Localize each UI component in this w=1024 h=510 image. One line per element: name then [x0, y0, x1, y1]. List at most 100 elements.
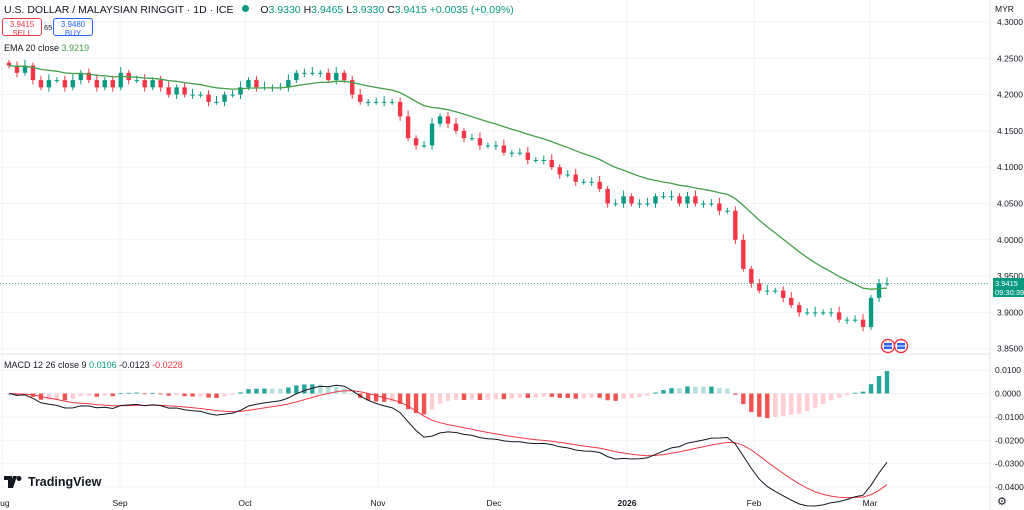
currency-label[interactable]: MYR	[995, 4, 1014, 14]
candle-body	[405, 116, 411, 139]
candle-body	[445, 116, 451, 124]
candle-body	[477, 138, 483, 146]
candle-body	[789, 297, 794, 306]
macd-histogram-bar	[533, 393, 538, 398]
macd-histogram-bar	[836, 393, 842, 398]
macd-histogram-bar	[565, 393, 570, 398]
tradingview-logo[interactable]: TradingView	[4, 475, 101, 489]
candle-body	[828, 312, 834, 314]
macd-histogram-bar	[262, 388, 267, 394]
chart-header: U.S. DOLLAR / MALAYSIAN RINGGIT · 1D · I…	[4, 4, 514, 16]
candle-body	[820, 312, 826, 314]
ema20-line	[8, 64, 888, 290]
macd-histogram-bar	[884, 371, 890, 394]
market-status-dot	[242, 5, 250, 12]
macd-histogram-bar	[318, 384, 323, 394]
candle-body	[573, 174, 578, 182]
candle-body	[860, 319, 866, 327]
candle-body	[517, 152, 523, 154]
macd-histogram-bar	[781, 393, 786, 416]
candle-body	[86, 72, 92, 81]
candle-body	[749, 268, 754, 284]
macd-histogram-bar	[445, 393, 451, 401]
candle-body	[557, 167, 562, 175]
candle-body	[629, 196, 634, 204]
macd-histogram-bar	[828, 393, 834, 401]
candle-body	[429, 123, 435, 146]
candle-body	[741, 239, 746, 269]
macd-histogram-bar	[501, 393, 507, 400]
macd-histogram-bar	[860, 391, 866, 394]
candle-body	[365, 101, 371, 103]
macd-histogram-bar	[789, 393, 794, 415]
candle-body	[565, 174, 570, 176]
macd-histogram-bar	[797, 393, 802, 414]
candle-body	[174, 87, 179, 95]
price-tick-label: 3.8500	[997, 344, 1023, 354]
candle-body	[102, 80, 107, 88]
candle-body	[453, 123, 459, 131]
macd-histogram-bar	[429, 393, 435, 410]
macd-histogram-bar	[621, 393, 626, 399]
macd-histogram-bar	[613, 393, 618, 401]
symbol-title[interactable]: U.S. DOLLAR / MALAYSIAN RINGGIT · 1D · I…	[4, 4, 234, 16]
macd-histogram-bar	[142, 393, 147, 395]
buy-button[interactable]: 3.9480 BUY	[53, 18, 93, 38]
candle-body	[286, 80, 291, 88]
candle-body	[206, 94, 211, 102]
ema-legend[interactable]: EMA 20 close 3.9219	[4, 43, 90, 53]
macd-histogram-bar	[868, 384, 874, 394]
sell-button[interactable]: 3.9415 SELL	[2, 18, 42, 38]
candle-body	[38, 80, 44, 88]
candle-body	[238, 87, 243, 95]
gear-icon[interactable]: ⚙	[997, 496, 1007, 508]
candle-body	[182, 87, 187, 95]
candle-body	[14, 65, 20, 73]
candle-body	[158, 80, 163, 88]
macd-tick-label: 0.0100	[995, 365, 1021, 375]
candle-body	[46, 80, 52, 88]
macd-histogram-bar	[581, 393, 586, 399]
candle-body	[373, 101, 379, 103]
time-tick-label: Feb	[747, 498, 762, 508]
macd-histogram-bar	[334, 386, 339, 394]
time-tick-label: Sep	[112, 498, 127, 508]
macd-histogram-bar	[222, 393, 227, 397]
candle-body	[701, 203, 706, 205]
macd-histogram-bar	[557, 393, 562, 398]
candle-body	[134, 80, 139, 82]
macd-legend[interactable]: MACD 12 26 close 9 0.0106 -0.0123 -0.022…	[4, 360, 183, 370]
macd-histogram-bar	[134, 392, 139, 394]
macd-histogram-bar	[804, 393, 810, 412]
macd-histogram-bar	[174, 393, 179, 396]
candle-body	[294, 72, 299, 81]
candle-body	[653, 196, 658, 204]
macd-histogram-bar	[541, 393, 546, 397]
candle-body	[70, 80, 76, 88]
candle-body	[318, 72, 323, 74]
ohlc-values: O3.9330 H3.9465 L3.9330 C3.9415 +0.0035 …	[260, 4, 514, 16]
candle-body	[605, 188, 610, 204]
macd-histogram-bar	[94, 393, 99, 397]
candle-body	[342, 72, 347, 81]
macd-histogram-bar	[389, 393, 395, 402]
candle-body	[836, 312, 842, 320]
candle-body	[421, 145, 427, 147]
candle-body	[589, 181, 594, 183]
price-tick-label: 4.2500	[997, 53, 1023, 63]
macd-histogram-bar	[62, 393, 68, 401]
macd-histogram-bar	[198, 393, 203, 397]
candle-body	[198, 94, 203, 96]
macd-histogram-bar	[749, 393, 754, 412]
macd-histogram-bar	[757, 393, 762, 417]
candle-body	[22, 65, 28, 73]
macd-histogram-bar	[509, 393, 515, 399]
macd-histogram-bar	[812, 393, 818, 408]
macd-histogram-bar	[717, 387, 722, 394]
candle-body	[6, 62, 12, 66]
candle-body	[773, 290, 778, 292]
flag-icon[interactable]	[880, 338, 909, 354]
candle-body	[214, 101, 219, 103]
macd-histogram-bar	[230, 393, 235, 395]
